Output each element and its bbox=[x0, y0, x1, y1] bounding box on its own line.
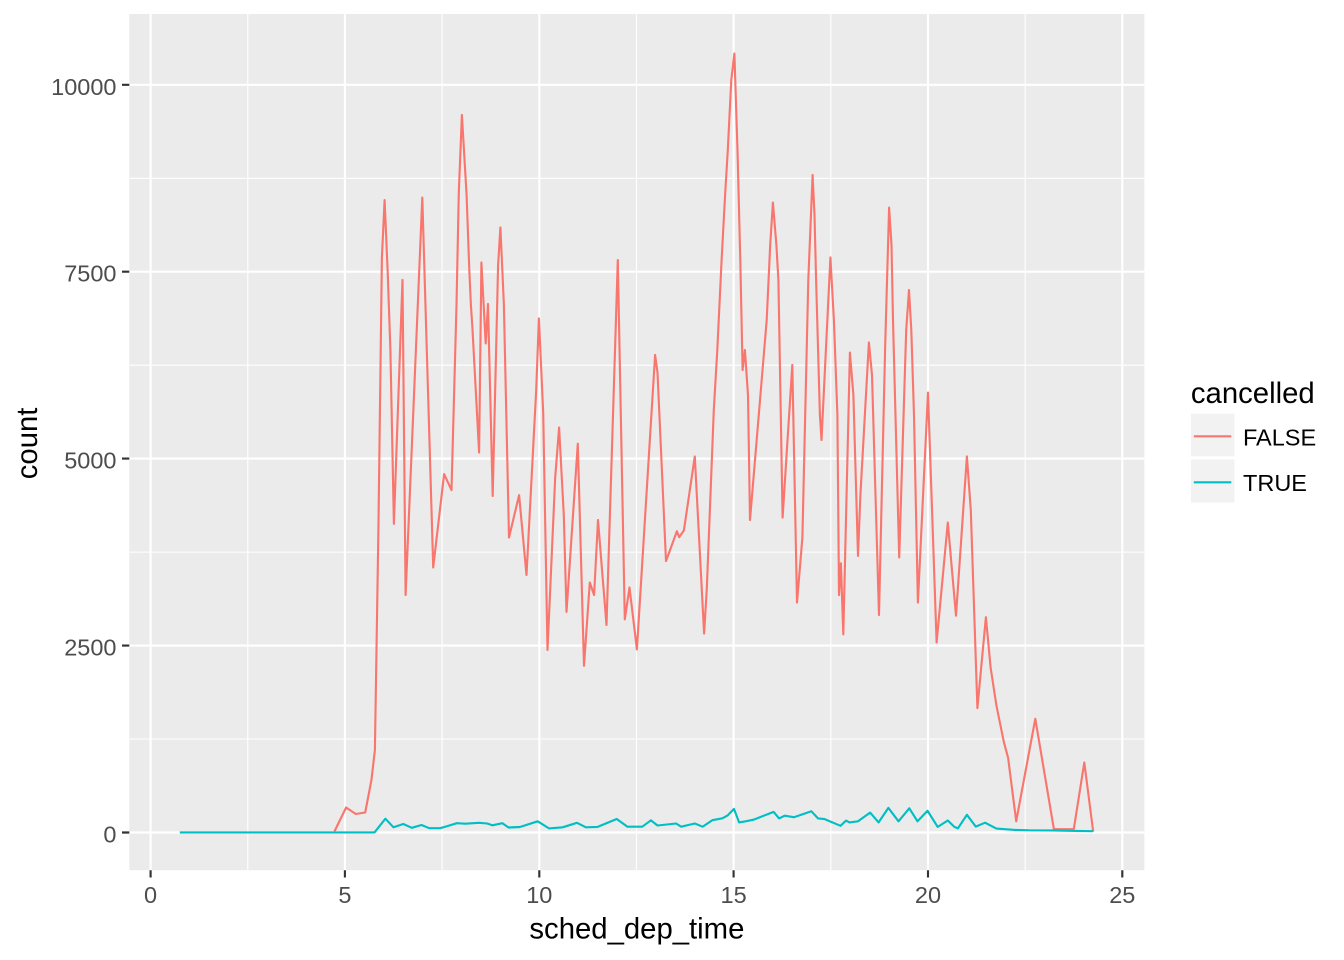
svg-text:10000: 10000 bbox=[51, 74, 116, 100]
svg-text:5000: 5000 bbox=[64, 448, 116, 474]
svg-text:25: 25 bbox=[1109, 882, 1135, 908]
svg-text:count: count bbox=[11, 408, 44, 480]
svg-text:5: 5 bbox=[338, 882, 351, 908]
svg-text:sched_dep_time: sched_dep_time bbox=[529, 913, 744, 946]
svg-text:7500: 7500 bbox=[64, 261, 116, 287]
svg-text:15: 15 bbox=[721, 882, 747, 908]
svg-text:FALSE: FALSE bbox=[1243, 425, 1316, 451]
svg-text:cancelled: cancelled bbox=[1191, 377, 1315, 410]
svg-text:20: 20 bbox=[915, 882, 941, 908]
svg-text:0: 0 bbox=[144, 882, 157, 908]
svg-text:0: 0 bbox=[103, 822, 116, 848]
svg-text:10: 10 bbox=[526, 882, 552, 908]
svg-text:2500: 2500 bbox=[64, 635, 116, 661]
svg-text:TRUE: TRUE bbox=[1243, 470, 1307, 496]
